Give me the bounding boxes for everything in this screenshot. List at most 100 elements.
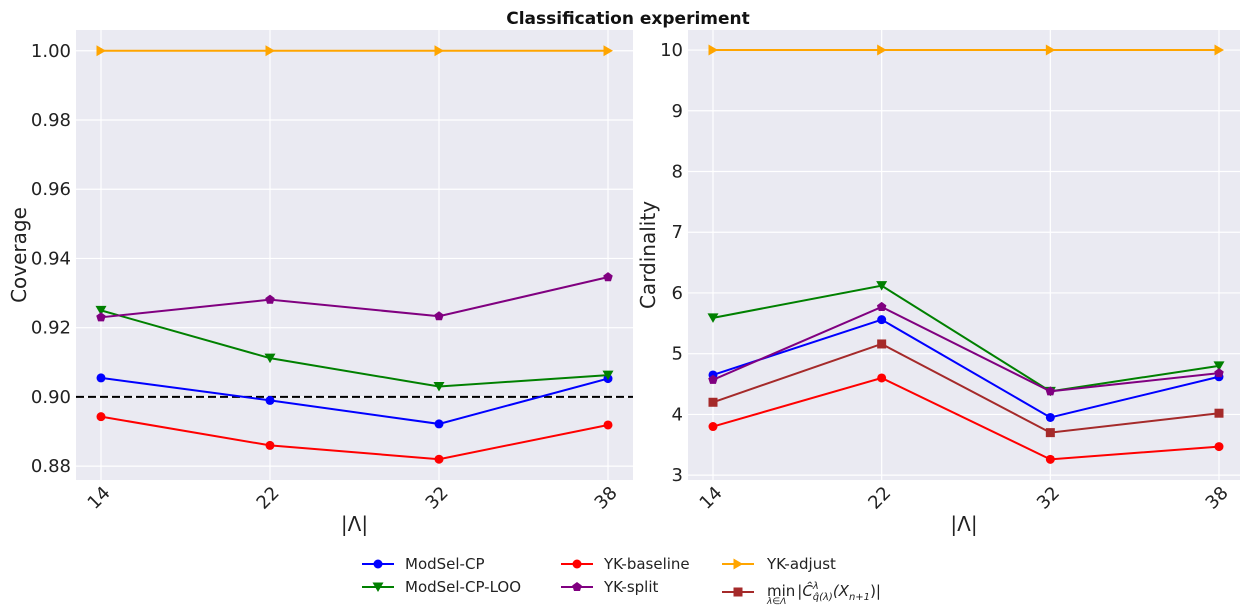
data-point	[602, 370, 614, 381]
y-axis-label: Coverage	[7, 207, 31, 303]
y-tick-label: 0.94	[31, 248, 71, 269]
series-line	[712, 284, 1220, 393]
legend-item-modsel-cp-loo: ModSel-CP-LOO	[362, 578, 521, 596]
series-yk-split	[96, 272, 613, 322]
data-point	[1214, 44, 1224, 56]
data-point	[1045, 428, 1055, 438]
series-modsel-cp-loo	[95, 305, 614, 392]
y-tick-label: 0.90	[31, 387, 71, 408]
y-axis-label: Cardinality	[636, 201, 660, 309]
y-tick-label: 1.00	[31, 41, 71, 62]
legend: ModSel-CP ModSel-CP-LOO YK-baseline YK-s…	[362, 555, 881, 607]
data-point	[96, 45, 106, 57]
legend-item-yk-baseline: YK-baseline	[561, 555, 690, 573]
series-yk-baseline	[96, 412, 613, 464]
series-line	[100, 376, 609, 425]
cardinality-chart: 3 4 5 6 7 8 9 10 14 22 32 38 |Λ| Cardinality	[636, 30, 1240, 536]
y-tick-label: 5	[672, 344, 683, 365]
coverage-chart: 0.88 0.90 0.92 0.94 0.96 0.98 1.00 14 22 32 38 |Λ| C…	[7, 30, 633, 536]
x-axis-label: |Λ|	[341, 512, 368, 536]
data-point	[1045, 44, 1056, 56]
x-tick-label: 32	[422, 483, 453, 514]
data-point	[434, 419, 444, 429]
series-yk-split	[708, 301, 1224, 396]
data-point	[603, 272, 613, 282]
y-tick-label: 10	[660, 40, 683, 61]
data-point	[1213, 361, 1225, 371]
data-point	[603, 420, 613, 430]
data-point	[708, 397, 718, 407]
legend-label: ModSel-CP	[405, 555, 485, 573]
series-yk-adjust	[708, 44, 1224, 56]
data-point	[264, 353, 276, 364]
series-line	[100, 415, 609, 461]
series-line	[100, 276, 609, 319]
data-point	[877, 373, 887, 383]
y-tick-label: 4	[672, 404, 683, 425]
x-tick-label: 22	[253, 483, 284, 514]
data-point	[96, 373, 106, 383]
data-point	[96, 412, 106, 422]
data-point	[1214, 368, 1224, 378]
data-point	[708, 422, 718, 432]
data-point	[877, 44, 887, 56]
data-point	[708, 44, 718, 56]
data-point	[95, 305, 107, 316]
y-tick-label: 0.98	[31, 110, 71, 131]
data-point	[707, 313, 719, 323]
series-line	[712, 318, 1220, 419]
series-line	[100, 309, 609, 388]
x-tick-label: 14	[696, 483, 727, 514]
data-point	[434, 454, 444, 464]
data-point	[433, 382, 445, 392]
legend-label: YK-baseline	[603, 555, 690, 573]
data-point	[265, 395, 275, 405]
data-point	[434, 311, 444, 321]
plot-area	[76, 30, 633, 480]
series-modsel-cp	[96, 373, 613, 429]
data-point	[96, 312, 106, 322]
plot-area	[688, 30, 1240, 480]
x-tick-label: 14	[84, 483, 115, 514]
y-tick-label: 8	[672, 161, 683, 182]
data-point	[1045, 412, 1055, 422]
legend-item-yk-split: YK-split	[561, 578, 659, 596]
data-point	[1045, 454, 1055, 464]
data-point	[265, 45, 275, 57]
data-point	[1214, 442, 1224, 452]
y-tick-label: 9	[672, 101, 683, 122]
legend-item-yk-adjust: YK-adjust	[722, 555, 836, 573]
x-tick-label: 38	[591, 483, 622, 514]
y-tick-label: 3	[672, 465, 683, 486]
data-point	[434, 45, 444, 57]
figure-title: Classification experiment	[506, 9, 750, 29]
data-point	[603, 45, 613, 57]
data-point	[1214, 408, 1224, 418]
data-point	[877, 315, 887, 325]
legend-label: YK-split	[603, 578, 659, 596]
series-line	[712, 305, 1220, 393]
x-tick-label: 22	[864, 483, 895, 514]
x-axis-label: |Λ|	[950, 512, 977, 536]
y-tick-label: 6	[672, 283, 683, 304]
legend-label: min |Ĉλ q̂(λ)(Xn+1)|	[767, 581, 881, 603]
legend-item-modsel-cp: ModSel-CP	[362, 555, 485, 573]
series-yk-baseline	[708, 373, 1224, 464]
data-point	[265, 440, 275, 450]
legend-label: YK-adjust	[766, 555, 836, 573]
legend-label-subscript: λ∈Λ	[766, 597, 786, 605]
series-line	[712, 342, 1220, 434]
y-tick-label: 0.88	[31, 456, 71, 477]
data-point	[877, 339, 887, 349]
legend-label: ModSel-CP-LOO	[405, 578, 521, 596]
data-point	[708, 374, 718, 384]
y-tick-label: 7	[672, 222, 683, 243]
series-line	[712, 376, 1220, 461]
data-point	[1045, 386, 1056, 396]
y-tick-label: 0.96	[31, 179, 71, 200]
y-tick-label: 0.92	[31, 318, 71, 339]
legend-item-min-cardinality: min |Ĉλ q̂(λ)(Xn+1)| λ∈Λ	[722, 581, 881, 607]
series-yk-adjust	[96, 45, 613, 57]
data-point	[876, 301, 887, 311]
